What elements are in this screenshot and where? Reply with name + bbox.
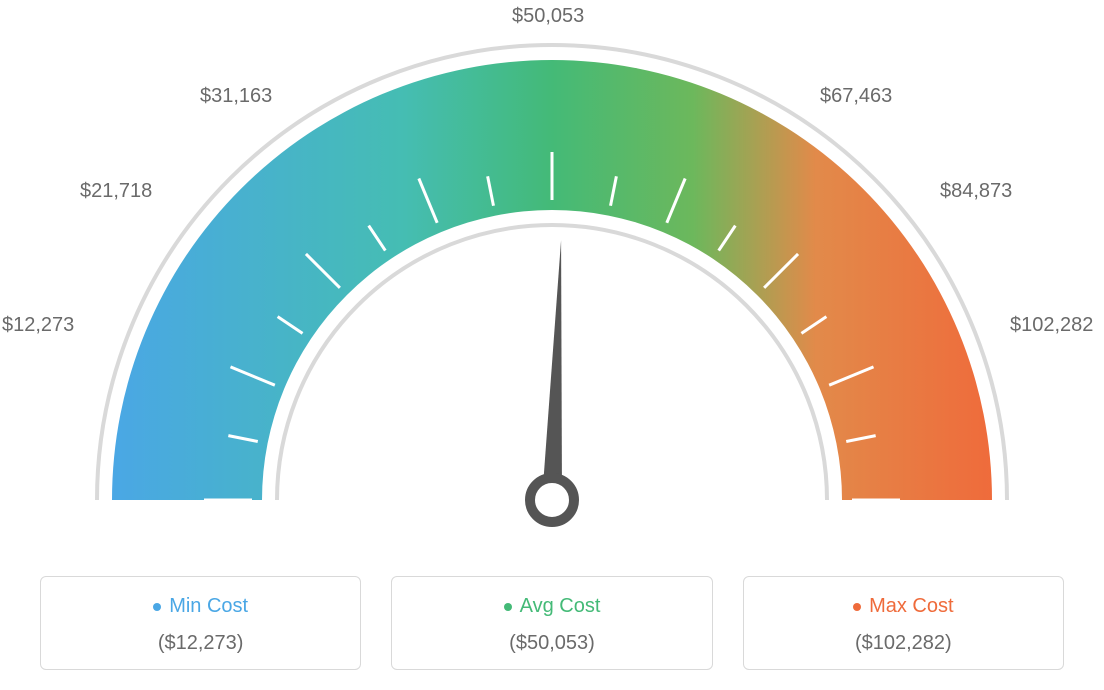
- dot-icon: [853, 603, 861, 611]
- gauge-tick-label: $21,718: [80, 180, 152, 203]
- cost-gauge-chart: $12,273 $21,718 $31,163 $50,053 $67,463 $84,8…: [0, 0, 1104, 690]
- gauge-container: $12,273 $21,718 $31,163 $50,053 $67,463 $84,8…: [0, 0, 1104, 560]
- summary-value-max: ($102,282): [756, 632, 1051, 655]
- summary-title-label: Max Cost: [869, 595, 953, 618]
- dot-icon: [504, 603, 512, 611]
- gauge-tick-label: $84,873: [940, 180, 1012, 203]
- summary-value-min: ($12,273): [53, 632, 348, 655]
- summary-title-avg: Avg Cost: [504, 595, 601, 618]
- gauge-tick-label: $31,163: [200, 85, 272, 108]
- gauge-tick-label: $12,273: [2, 314, 74, 337]
- gauge-tick-label: $50,053: [512, 5, 584, 28]
- summary-card-min: Min Cost ($12,273): [40, 576, 361, 670]
- dot-icon: [153, 603, 161, 611]
- gauge-svg: [0, 0, 1104, 560]
- gauge-tick-label: $102,282: [1010, 314, 1093, 337]
- summary-title-min: Min Cost: [153, 595, 248, 618]
- gauge-tick-label: $67,463: [820, 85, 892, 108]
- summary-title-label: Min Cost: [169, 595, 248, 618]
- summary-card-max: Max Cost ($102,282): [743, 576, 1064, 670]
- summary-row: Min Cost ($12,273) Avg Cost ($50,053) Ma…: [0, 576, 1104, 670]
- summary-value-avg: ($50,053): [404, 632, 699, 655]
- summary-title-max: Max Cost: [853, 595, 953, 618]
- summary-title-label: Avg Cost: [520, 595, 601, 618]
- summary-card-avg: Avg Cost ($50,053): [391, 576, 712, 670]
